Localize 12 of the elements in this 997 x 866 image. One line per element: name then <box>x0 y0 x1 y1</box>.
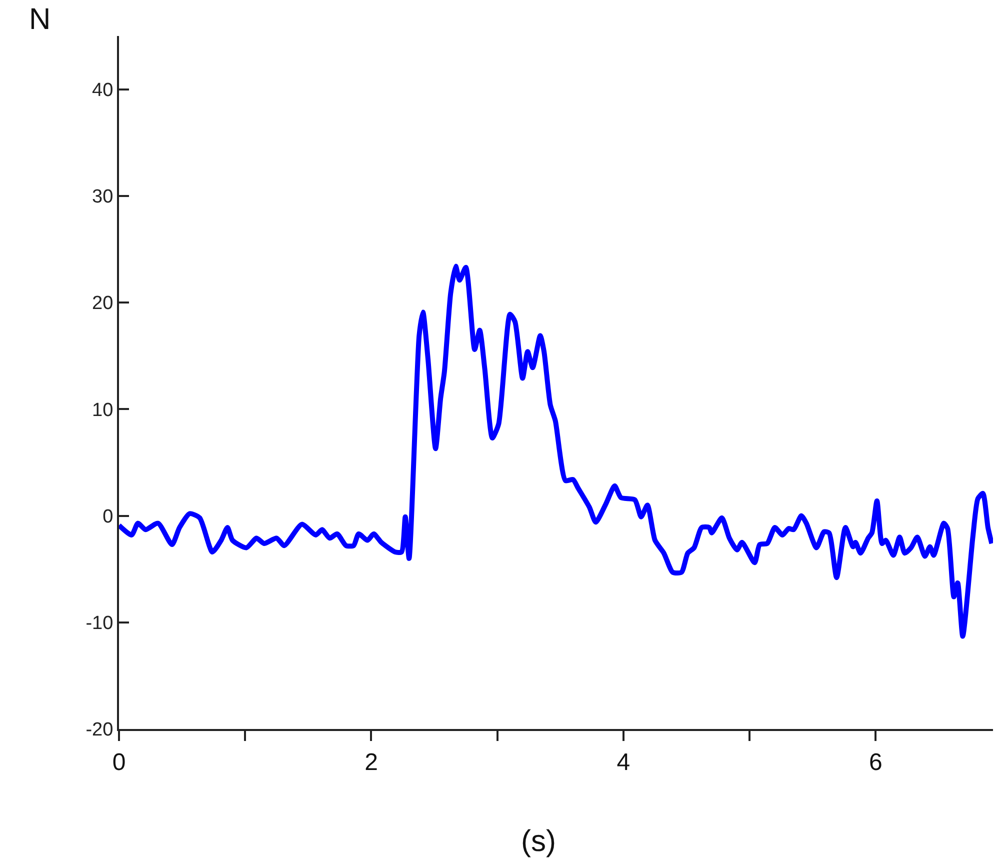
y-tick-label: 30 <box>92 186 114 208</box>
y-tick-label: -10 <box>86 613 114 634</box>
y-tick-label: -20 <box>86 720 114 741</box>
x-tick-label: 6 <box>869 748 882 776</box>
x-tick-label: 2 <box>364 748 378 776</box>
y-tick-label: 20 <box>92 293 114 314</box>
y-tick-label: 10 <box>92 400 114 421</box>
y-tick-label: 40 <box>92 80 114 101</box>
y-tick-label: 0 <box>102 506 114 528</box>
y-axis-title: N <box>29 3 51 36</box>
x-axis-title: (s) <box>521 825 556 858</box>
x-tick-label: 4 <box>616 748 630 776</box>
